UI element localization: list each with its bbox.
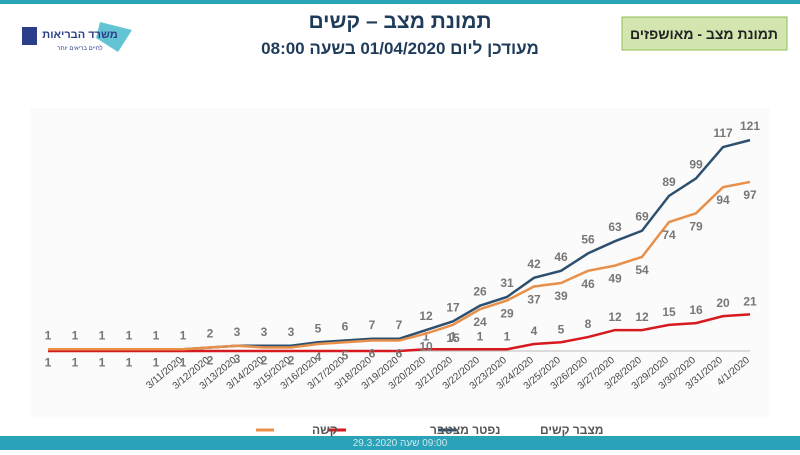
data-label: 37 bbox=[527, 293, 541, 307]
data-label: 1 bbox=[45, 328, 52, 342]
plot-area bbox=[30, 108, 770, 418]
data-label: 7 bbox=[396, 318, 403, 332]
title: תמונת מצב – קשים bbox=[308, 10, 491, 33]
data-label: 2 bbox=[207, 327, 214, 341]
data-label: 121 bbox=[740, 119, 760, 133]
data-label: 74 bbox=[662, 228, 676, 242]
data-label: 4 bbox=[531, 324, 538, 338]
badge: תמונת מצב - מאושפזים bbox=[630, 26, 778, 42]
data-label: 1 bbox=[477, 329, 484, 343]
data-label: 46 bbox=[554, 250, 568, 264]
data-label: 12 bbox=[419, 309, 433, 323]
data-label: 24 bbox=[473, 315, 487, 329]
legend-label: מצבר קשים bbox=[540, 423, 603, 437]
data-label: 26 bbox=[473, 285, 487, 299]
footer: 09:00 שעה 29.3.2020 bbox=[353, 438, 448, 449]
series-line bbox=[48, 180, 751, 351]
data-label: 1 bbox=[45, 355, 52, 369]
logo-text: משרד הבריאות bbox=[42, 29, 117, 41]
data-label: 10 bbox=[419, 340, 433, 354]
subtitle: מעודכן ליום 01/04/2020 בשעה 08:00 bbox=[261, 39, 539, 58]
data-label: 54 bbox=[635, 263, 649, 277]
data-label: 42 bbox=[527, 257, 541, 271]
data-label: 3 bbox=[288, 325, 295, 339]
logo-mark bbox=[96, 22, 132, 52]
data-label: 49 bbox=[608, 272, 622, 286]
bottom-bar bbox=[0, 436, 800, 450]
data-label: 39 bbox=[554, 289, 568, 303]
data-label: 1 bbox=[504, 329, 511, 343]
data-label: 46 bbox=[581, 277, 595, 291]
data-label: 8 bbox=[585, 317, 592, 331]
legend-label: קשה bbox=[312, 423, 338, 437]
logo-icon bbox=[22, 27, 37, 45]
data-label: 1 bbox=[72, 328, 79, 342]
data-label: 97 bbox=[743, 188, 757, 202]
logo-tagline: לחיים בריאים יותר bbox=[57, 44, 103, 52]
data-label: 1 bbox=[72, 355, 79, 369]
data-label: 2 bbox=[261, 354, 268, 368]
top-bar bbox=[0, 0, 800, 4]
data-label: 1 bbox=[423, 329, 430, 343]
data-label: 1 bbox=[180, 328, 187, 342]
data-label: 1 bbox=[153, 355, 160, 369]
data-label: 3 bbox=[234, 325, 241, 339]
data-label: 6 bbox=[342, 320, 349, 334]
data-label: 17 bbox=[446, 300, 460, 314]
data-label: 5 bbox=[315, 321, 322, 335]
data-label: 1 bbox=[153, 328, 160, 342]
data-label: 1 bbox=[126, 328, 133, 342]
data-label: 1 bbox=[99, 328, 106, 342]
data-label: 16 bbox=[689, 303, 703, 317]
data-label: 5 bbox=[558, 322, 565, 336]
data-label: 6 bbox=[396, 347, 403, 361]
data-label: 3 bbox=[234, 352, 241, 366]
data-label: 20 bbox=[716, 296, 730, 310]
data-label: 3 bbox=[261, 325, 268, 339]
data-label: 69 bbox=[635, 210, 649, 224]
data-label: 79 bbox=[689, 219, 703, 233]
data-label: 12 bbox=[635, 310, 649, 324]
data-label: 94 bbox=[716, 193, 730, 207]
series-line bbox=[48, 313, 751, 353]
data-label: 12 bbox=[608, 310, 622, 324]
data-label: 2 bbox=[207, 354, 214, 368]
data-label: 31 bbox=[500, 276, 514, 290]
data-label: 1 bbox=[126, 355, 133, 369]
badge-box bbox=[621, 16, 788, 51]
data-label: 63 bbox=[608, 220, 622, 234]
data-label: 4 bbox=[315, 350, 322, 364]
legend-label: נפטר מצטבר bbox=[430, 423, 500, 437]
data-label: 2 bbox=[288, 354, 295, 368]
data-label: 7 bbox=[369, 318, 376, 332]
data-label: 99 bbox=[689, 157, 703, 171]
data-label: 89 bbox=[662, 175, 676, 189]
data-label: 1 bbox=[180, 355, 187, 369]
data-label: 6 bbox=[369, 347, 376, 361]
data-label: 15 bbox=[662, 305, 676, 319]
data-label: 56 bbox=[581, 232, 595, 246]
data-label: 21 bbox=[743, 294, 757, 308]
data-label: 5 bbox=[342, 348, 349, 362]
data-label: 15 bbox=[446, 331, 460, 345]
data-label: 29 bbox=[500, 306, 514, 320]
data-label: 117 bbox=[713, 126, 733, 140]
data-label: 1 bbox=[450, 329, 457, 343]
data-label: 1 bbox=[99, 355, 106, 369]
